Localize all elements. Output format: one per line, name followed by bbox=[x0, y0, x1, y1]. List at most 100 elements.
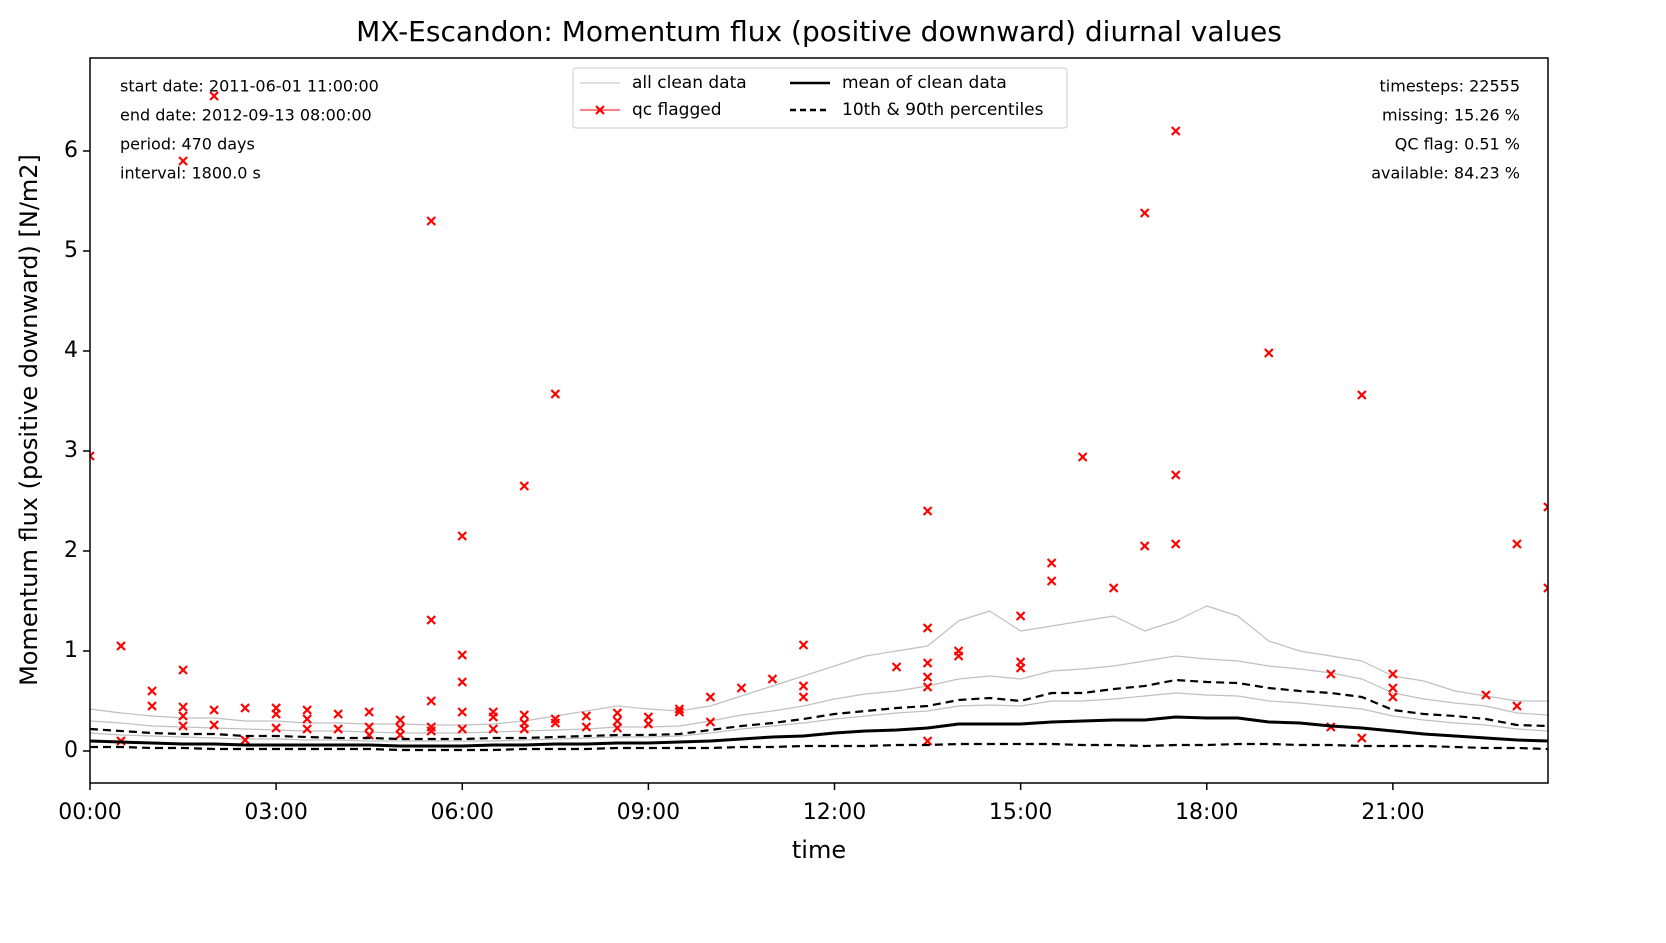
legend-marker bbox=[595, 105, 605, 115]
legend-box bbox=[572, 67, 1068, 129]
qc-flag-marker bbox=[426, 726, 437, 736]
qc-flag-marker bbox=[178, 711, 188, 721]
qc-flag-marker bbox=[395, 730, 405, 740]
info-text: interval: 1800.0 s bbox=[120, 164, 261, 183]
qc-flag-marker bbox=[1512, 701, 1522, 711]
percentile-line bbox=[90, 742, 1548, 752]
qc-flag-marker bbox=[457, 650, 468, 660]
x-tick-label: 21:00 bbox=[1361, 800, 1424, 825]
qc-flag-marker bbox=[147, 686, 157, 696]
qc-flag-marker bbox=[581, 722, 592, 732]
qc-flag-marker bbox=[178, 665, 188, 675]
qc-flag-marker bbox=[488, 724, 499, 734]
qc-flag-marker bbox=[333, 709, 343, 719]
info-text: QC flag: 0.51 % bbox=[1395, 135, 1520, 154]
qc-flag-marker bbox=[209, 720, 219, 730]
info-text: timesteps: 22555 bbox=[1380, 77, 1520, 96]
axes: 00:00 03:00 06:00 09:00 12:00 15:00 18:00 21:00… bbox=[58, 138, 1424, 825]
qc-flag-marker bbox=[550, 718, 561, 728]
qc-flag-marker bbox=[612, 716, 623, 726]
legend-label: qc flagged bbox=[632, 100, 722, 120]
qc-flag-marker bbox=[457, 531, 468, 541]
qc-flag-marker bbox=[1046, 576, 1057, 586]
y-tick-label: 2 bbox=[64, 538, 78, 563]
x-tick-label: 03:00 bbox=[244, 800, 307, 825]
mean-line bbox=[90, 715, 1548, 748]
qc-flag-marker bbox=[426, 216, 437, 226]
info-text: missing: 15.26 % bbox=[1382, 106, 1520, 125]
info: start date: 2011-06-01 11:00:00 end date:… bbox=[120, 77, 1520, 183]
qc-flag-marker bbox=[240, 703, 250, 713]
qc-flag-marker bbox=[457, 724, 468, 734]
y-tick-label: 3 bbox=[64, 438, 78, 463]
qc-flag-marker bbox=[922, 658, 933, 668]
y-axis-label: Momentum flux (positive downward) [N/m2] bbox=[15, 154, 43, 686]
info-text: start date: 2011-06-01 11:00:00 bbox=[120, 77, 379, 96]
qc-flag-marker bbox=[922, 682, 933, 692]
qc-flag-marker bbox=[364, 722, 374, 732]
qc-flag-marker bbox=[1139, 541, 1150, 551]
qc-flag-marker bbox=[1357, 733, 1367, 743]
qc-flag-marker bbox=[1077, 452, 1088, 462]
qc-flag-marker bbox=[519, 724, 530, 734]
qc-flag-marker bbox=[798, 681, 809, 691]
qc-flag-marker bbox=[395, 723, 405, 733]
qc-flag-marker bbox=[209, 91, 219, 101]
qc-flag-marker bbox=[1170, 126, 1181, 136]
qc-flag-marker bbox=[1543, 502, 1548, 512]
legend-label: 10th & 90th percentiles bbox=[842, 100, 1044, 120]
qc-flag-marker bbox=[1139, 208, 1150, 218]
qc-flag-marker bbox=[1543, 583, 1548, 593]
y-tick-label: 6 bbox=[64, 138, 78, 163]
clean-data-line bbox=[90, 655, 1548, 734]
qc-flag-marker bbox=[891, 662, 902, 672]
x-tick-label: 00:00 bbox=[58, 800, 121, 825]
qc-flag-marker bbox=[519, 710, 530, 720]
axes-frame bbox=[89, 57, 1549, 784]
qc-flag-marker bbox=[643, 712, 654, 722]
qc-flag-marker bbox=[643, 719, 654, 729]
qc-flag-marker bbox=[798, 640, 809, 650]
qc-flag-marker bbox=[302, 714, 312, 724]
qc-flag-marker bbox=[426, 615, 437, 625]
qc-flag-marker bbox=[395, 715, 405, 725]
x-tick-label: 15:00 bbox=[989, 800, 1052, 825]
y-tick-label: 4 bbox=[64, 338, 78, 363]
clean-data-line bbox=[90, 605, 1548, 726]
qc-flag-marker bbox=[333, 724, 343, 734]
qc-flag-marker bbox=[922, 506, 933, 516]
x-axis-label: time bbox=[792, 836, 846, 864]
qc-flag-marker bbox=[271, 709, 281, 719]
qc-flag-marker bbox=[302, 705, 312, 715]
qc-flag-marker bbox=[1170, 470, 1181, 480]
qc-flag-marker bbox=[240, 735, 250, 745]
x-tick-label: 09:00 bbox=[617, 800, 680, 825]
qc-flag-marker bbox=[1015, 663, 1026, 673]
qc-flag-marker bbox=[1108, 583, 1119, 593]
qc-flag-marker bbox=[1388, 683, 1398, 693]
qc-flag-marker bbox=[1481, 690, 1491, 700]
qc-flag-marker bbox=[1326, 669, 1336, 679]
legend-label: mean of clean data bbox=[842, 73, 1007, 93]
qc-flag-marker bbox=[1388, 692, 1398, 702]
qc-flag-marker bbox=[426, 696, 437, 706]
plot-area bbox=[90, 91, 1548, 752]
qc-flag-marker bbox=[271, 723, 281, 733]
qc-flag-marker bbox=[674, 704, 685, 714]
qc-flag-marker bbox=[1015, 611, 1026, 621]
qc-flag-marker bbox=[612, 723, 623, 733]
clean-data-line bbox=[90, 692, 1548, 742]
qc-flag-marker bbox=[581, 711, 592, 721]
qc-flag-marker bbox=[1170, 539, 1181, 549]
y-tick-label: 1 bbox=[64, 638, 78, 663]
x-tick-label: 06:00 bbox=[431, 800, 494, 825]
qc-flag-marker bbox=[519, 481, 530, 491]
qc-flag-marker bbox=[767, 674, 778, 684]
qc-flag-marker bbox=[922, 736, 933, 746]
percentile-line bbox=[90, 678, 1548, 741]
qc-flag-marker bbox=[736, 683, 747, 693]
qc-flag-marker bbox=[364, 707, 374, 717]
qc-flag-marker bbox=[922, 623, 933, 633]
